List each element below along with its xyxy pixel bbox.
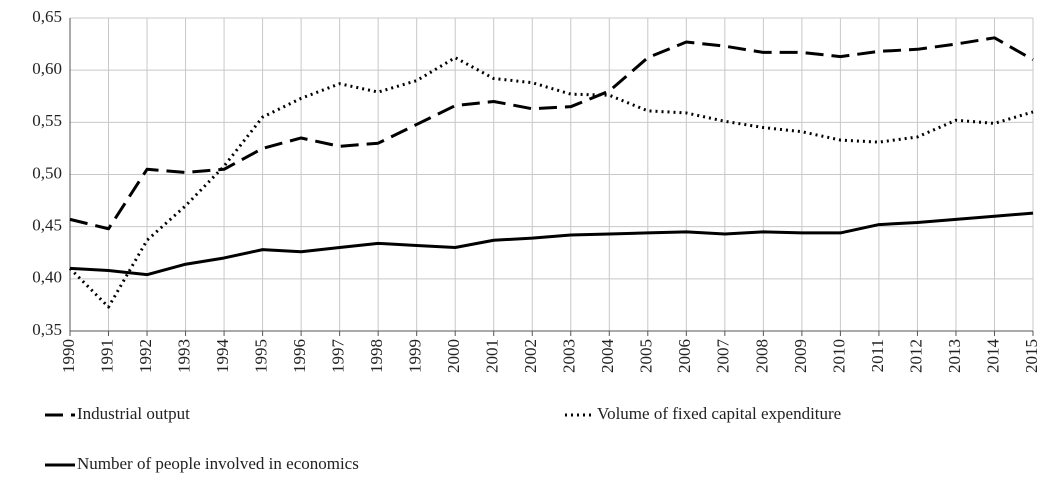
y-tick-label: 0,50 <box>32 163 62 182</box>
x-tick-label: 2013 <box>945 339 964 373</box>
x-tick-label: 2007 <box>714 339 733 374</box>
x-tick-label: 2008 <box>752 339 771 373</box>
x-tick-label: 1999 <box>406 339 425 373</box>
y-tick-label: 0,35 <box>32 320 62 339</box>
x-tick-label: 2002 <box>521 339 540 373</box>
y-tick-label: 0,55 <box>32 111 62 130</box>
x-tick-label: 2009 <box>791 339 810 373</box>
x-tick-label: 1992 <box>136 339 155 373</box>
y-tick-label: 0,45 <box>32 216 62 235</box>
series-line <box>69 36 1034 231</box>
x-tick-label: 2011 <box>868 339 887 372</box>
x-tick-label: 1997 <box>329 339 348 374</box>
x-tick-label: 2005 <box>637 339 656 373</box>
x-tick-label: 2000 <box>444 339 463 373</box>
x-tick-label: 2012 <box>906 339 925 373</box>
x-tick-label: 2014 <box>983 339 1002 374</box>
y-tick-label: 0,60 <box>32 59 62 78</box>
x-tick-label: 2003 <box>560 339 579 373</box>
legend-label: Volume of fixed capital expenditure <box>597 404 841 423</box>
x-tick-label: 1991 <box>97 339 116 373</box>
x-tick-label: 2004 <box>598 339 617 374</box>
x-tick-label: 2010 <box>829 339 848 373</box>
x-tick-label: 1990 <box>59 339 78 373</box>
x-tick-label: 1994 <box>213 339 232 374</box>
x-tick-label: 2006 <box>675 339 694 373</box>
x-tick-label: 2001 <box>483 339 502 373</box>
x-tick-label: 1995 <box>252 339 271 373</box>
y-tick-label: 0,40 <box>32 268 62 287</box>
x-tick-label: 1998 <box>367 339 386 373</box>
x-tick-label: 1993 <box>174 339 193 373</box>
series-line <box>68 56 1034 309</box>
x-tick-label: 1996 <box>290 339 309 373</box>
series-line <box>69 211 1034 277</box>
legend-label: Number of people involved in economics <box>77 454 359 473</box>
x-tick-label: 2015 <box>1022 339 1041 373</box>
y-tick-label: 0,65 <box>32 7 62 26</box>
legend-label: Industrial output <box>77 404 190 423</box>
